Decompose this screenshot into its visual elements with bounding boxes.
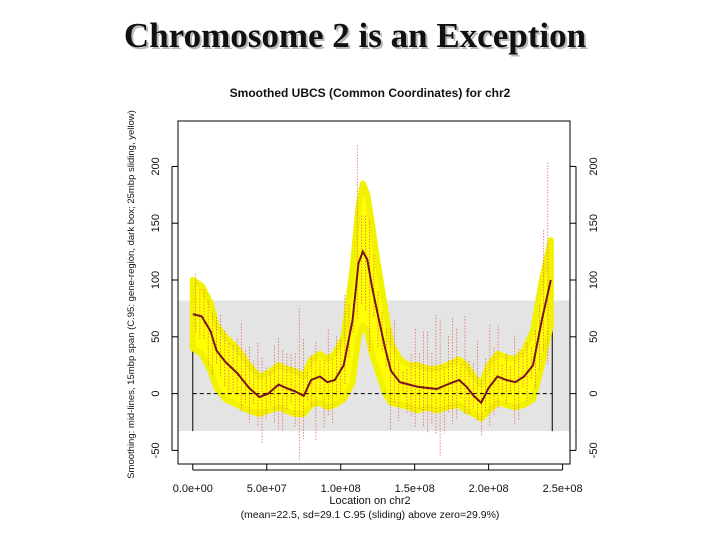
y-tick-label-right: 100: [588, 271, 600, 289]
sliding-band: [189, 180, 554, 422]
smoothed-line: [192, 249, 552, 405]
y-tick-label-right: 150: [588, 214, 600, 232]
y-tick-label-left: -50: [150, 442, 162, 458]
y-tick-label-right: 50: [588, 331, 600, 343]
x-tick-label: 2.0e+08: [469, 483, 509, 495]
x-tick-label: 1.0e+08: [321, 483, 361, 495]
y-tick-label-left: 150: [150, 214, 162, 232]
y-tick-label-left: 100: [150, 271, 162, 289]
x-tick-label: 0.0e+00: [173, 483, 213, 495]
x-tick-label: 1.5e+08: [395, 483, 435, 495]
y-tick-label-right: -50: [588, 442, 600, 458]
x-axis-label: Location on chr2: [329, 495, 410, 507]
y-tick-label-right: 200: [588, 157, 600, 175]
x-axis-sublabel: (mean=22.5, sd=29.1 C.95 (sliding) above…: [241, 509, 500, 521]
x-tick-label: 5.0e+07: [247, 483, 287, 495]
y-axis-label: Smoothing: mid-lines, 15mbp span (C.95: …: [126, 110, 137, 479]
y-tick-label-right: 0: [588, 391, 600, 397]
y-tick-label-left: 50: [150, 331, 162, 343]
chart-title: Smoothed UBCS (Common Coordinates) for c…: [230, 86, 511, 100]
slide-title: Chromosome 2 is an Exception: [123, 16, 587, 55]
y-tick-label-left: 200: [150, 157, 162, 175]
plot-frame: [177, 120, 571, 465]
y-tick-label-left: 0: [150, 391, 162, 397]
x-tick-label: 2.5e+08: [543, 483, 583, 495]
